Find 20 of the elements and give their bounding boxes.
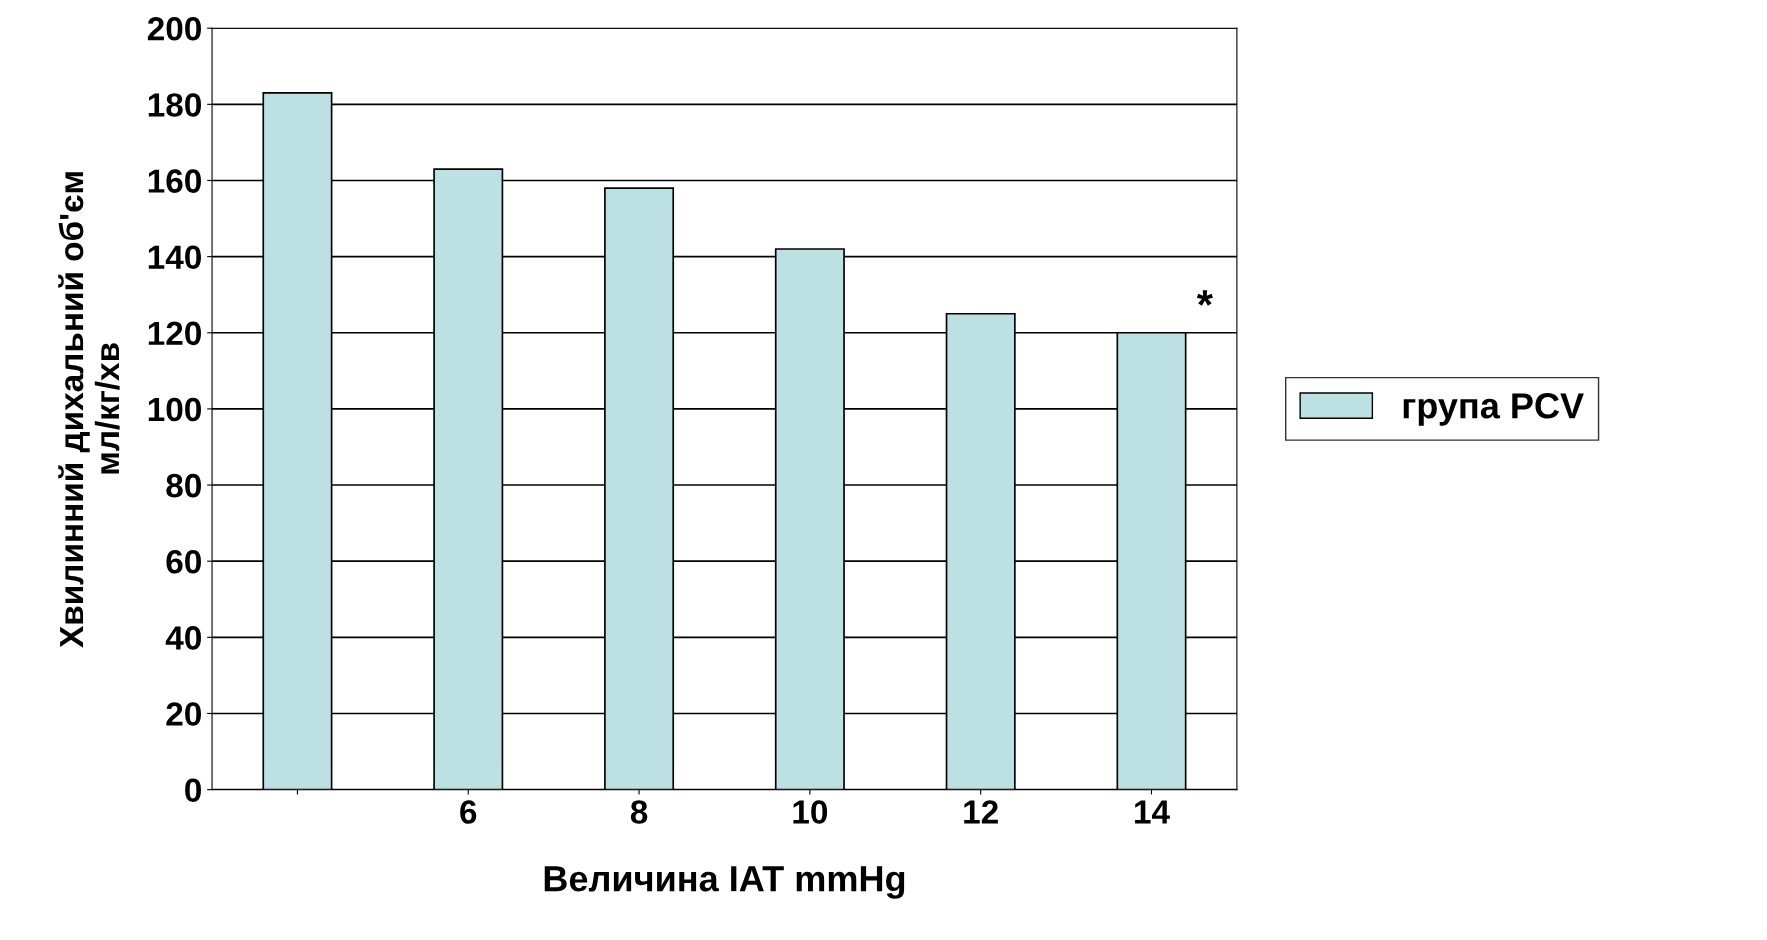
y-tick-label: 120 xyxy=(148,321,201,346)
y-tick-label: 160 xyxy=(148,169,201,193)
x-axis-title: Величина IAT mmHg xyxy=(544,866,905,899)
x-tick-label: 10 xyxy=(793,800,828,824)
x-tick-label: 12 xyxy=(964,800,998,824)
y-tick-label: 140 xyxy=(148,245,201,270)
y-tick-label: 100 xyxy=(148,397,201,422)
y-tick-label: 0 xyxy=(185,778,201,803)
y-tick-label: 180 xyxy=(148,93,201,117)
y-tick-label: 20 xyxy=(166,702,201,726)
y-tick-label: 40 xyxy=(165,626,201,650)
annotation: * xyxy=(1196,290,1213,306)
y-tick-label: 80 xyxy=(166,473,201,498)
x-tick-label: 6 xyxy=(460,800,477,824)
y-axis-title: Хвилинний дихальний об'єм мл/кг/хв xyxy=(58,172,120,648)
legend-label: група PCV xyxy=(1403,393,1584,426)
x-tick-label: 14 xyxy=(1135,800,1170,824)
x-tick-label: 8 xyxy=(630,800,648,824)
y-tick-label: 60 xyxy=(166,549,201,574)
y-tick-label: 200 xyxy=(147,17,201,41)
